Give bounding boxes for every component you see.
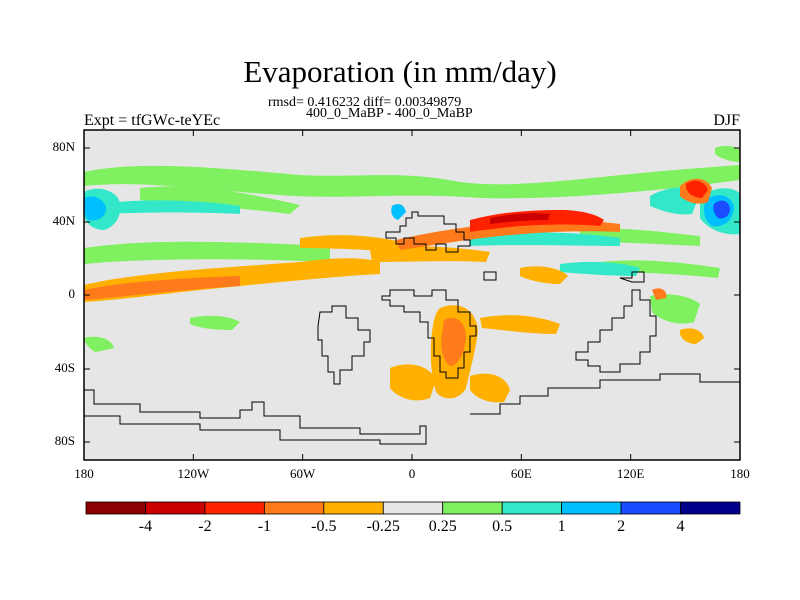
lat-tick-label: 0 (68, 286, 76, 301)
experiment-label: Expt = tfGWc-teYEc (84, 112, 221, 129)
colorbar-label: -2 (198, 518, 212, 535)
colorbar-label: -1 (257, 518, 272, 535)
lat-tick-label: 40S (54, 360, 75, 375)
season-label: DJF (713, 112, 740, 129)
colorbar-swatch (204, 501, 265, 515)
colorbar-swatch (501, 501, 563, 515)
colorbar-swatch (561, 501, 622, 515)
axis-ticks (83, 130, 741, 460)
negative-strong-regions (470, 180, 708, 232)
negative-very-strong-regions (490, 213, 550, 224)
lat-tick-label: 80S (54, 433, 75, 448)
lon-tick-label: 120E (616, 466, 645, 481)
colorbar-label: 0.5 (492, 518, 513, 535)
colorbar-label: -4 (138, 518, 153, 535)
colorbar-label: -0.25 (366, 518, 400, 535)
colorbar (85, 501, 741, 515)
lat-tick-label: 40N (52, 213, 75, 228)
map-field (84, 130, 740, 460)
coastline-outlines (84, 211, 740, 445)
lon-tick-label: 180 (730, 466, 750, 481)
colorbar-swatch (382, 501, 444, 515)
chart-title: Evaporation (in mm/day) (243, 54, 557, 89)
lon-tick-label: 120W (177, 466, 210, 481)
colorbar-label: 2 (617, 518, 626, 535)
colorbar-swatch (680, 501, 741, 515)
colorbar-label: -0.5 (311, 518, 337, 535)
colorbar-swatch (620, 501, 681, 515)
lon-tick-label: 60E (510, 466, 532, 481)
rmsd-diff-stats: rmsd= 0.416232 diff= 0.00349879 (268, 95, 462, 110)
colorbar-label: 0.25 (428, 518, 457, 535)
lon-tick-label: 60W (290, 466, 316, 481)
lon-tick-label: 0 (408, 466, 416, 481)
lat-tick-label: 80N (52, 139, 75, 154)
colorbar-swatch (85, 501, 146, 515)
positive-very-strong-regions (713, 200, 730, 219)
chart-subtitle: 400_0_MaBP - 400_0_MaBP (306, 106, 473, 121)
positive-weak-regions (84, 145, 740, 352)
colorbar-swatch (145, 501, 206, 515)
colorbar-swatch (263, 501, 325, 515)
lon-tick-label: 180 (74, 466, 94, 481)
colorbar-swatch (442, 501, 503, 515)
colorbar-label: 1 (557, 518, 566, 535)
negative-moderate-regions (84, 178, 712, 366)
colorbar-swatch (323, 501, 384, 515)
colorbar-label: 4 (676, 518, 685, 535)
